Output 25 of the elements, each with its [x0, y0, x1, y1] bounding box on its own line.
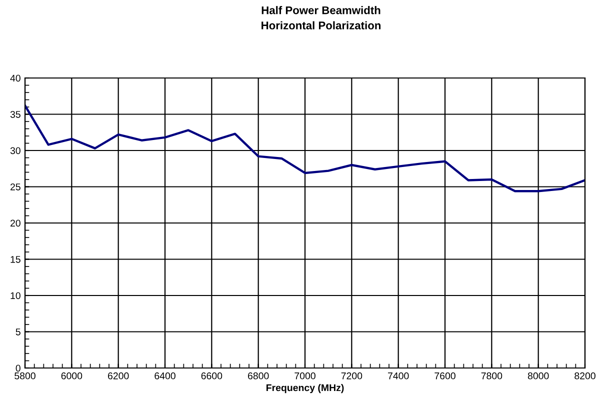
chart-title: Half Power Beamwidth Horizontal Polarization [262, 6, 381, 30]
x-tick-label: 8000 [528, 372, 549, 380]
x-tick-label: 7400 [388, 372, 409, 380]
x-tick-label: 7200 [341, 372, 362, 380]
x-tick-label: 7800 [481, 372, 502, 380]
x-tick-label: 7000 [294, 372, 316, 380]
y-tick-label: 15 [10, 256, 20, 263]
y-tick-label: 5 [16, 328, 20, 336]
y-tick-label: 20 [10, 220, 20, 227]
x-tick-label: 6400 [154, 372, 176, 380]
x-tick-label: 5800 [14, 372, 36, 380]
x-axis-title: Frequency (MHz) [266, 384, 344, 394]
line-series [25, 104, 585, 192]
y-tick-label: 0 [16, 364, 20, 372]
x-tick-label: 6800 [248, 372, 269, 380]
x-tick-label: 7600 [434, 372, 456, 380]
x-tick-label: 8200 [574, 372, 596, 380]
y-tick-label: 30 [10, 147, 20, 154]
x-tick-label: 6600 [201, 372, 222, 380]
y-tick-label: 40 [10, 74, 20, 82]
x-tick-label: 6200 [108, 372, 129, 380]
y-tick-label: 35 [10, 110, 20, 118]
y-tick-label: 25 [10, 183, 20, 190]
x-tick-label: 6000 [61, 372, 82, 380]
y-tick-label: 10 [10, 292, 20, 300]
